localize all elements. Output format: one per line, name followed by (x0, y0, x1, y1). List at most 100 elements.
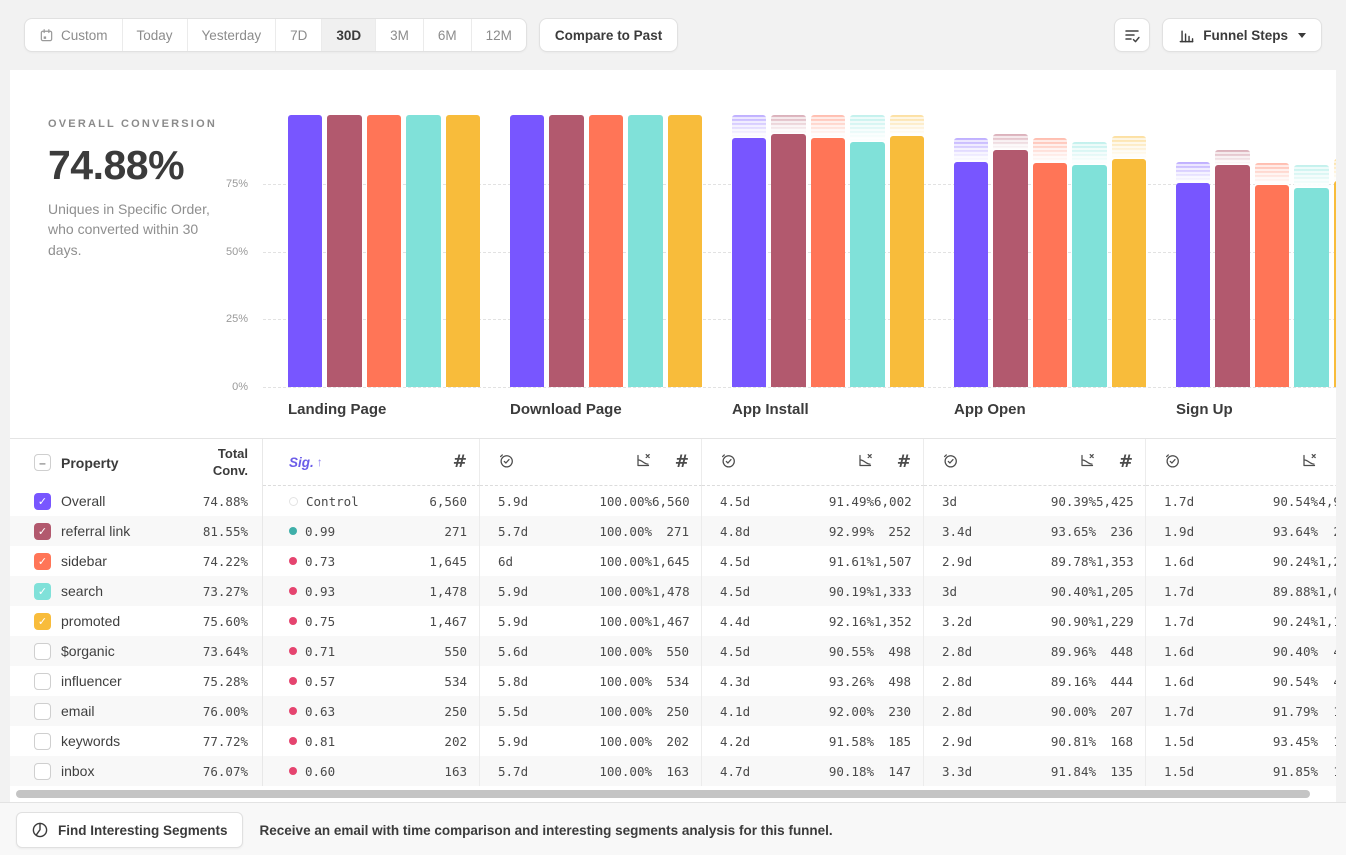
property-checkbox[interactable]: ✓ (34, 492, 51, 510)
funnel-bar-search[interactable] (628, 115, 663, 387)
funnel-bar-referral-link[interactable] (327, 115, 362, 387)
funnel-bar-Overall[interactable] (1176, 183, 1211, 387)
step-cell-group: 2.8d 90.00% 207 (924, 696, 1146, 726)
horizontal-scrollbar-thumb[interactable] (16, 790, 1310, 798)
sig-column-header[interactable]: Sig. ↑ (263, 455, 378, 470)
significance-cell: 0.63 (263, 704, 378, 719)
date-range-label: Yesterday (201, 27, 262, 43)
bar-slot (1254, 115, 1290, 387)
funnel-step-label: App Install (732, 401, 809, 418)
conversion-rate-column-header[interactable] (992, 452, 1096, 472)
bar-slot (366, 115, 402, 387)
bar-slot (406, 115, 441, 387)
date-range-6m[interactable]: 6M (424, 19, 472, 51)
funnel-bar-Overall[interactable] (954, 162, 989, 387)
date-range-3m[interactable]: 3M (376, 19, 424, 51)
bar-slot (732, 115, 767, 387)
time-to-convert-column-header[interactable] (1146, 452, 1214, 472)
dropoff-ghost (1072, 141, 1107, 166)
conversion-rate-column-header[interactable] (1214, 452, 1318, 472)
step-count-value: 271 (666, 523, 689, 539)
find-interesting-segments-button[interactable]: Find Interesting Segments (16, 812, 243, 848)
funnel-bar-referral-link[interactable] (771, 134, 806, 387)
count-column-header[interactable]: # (652, 452, 701, 472)
count-column-header[interactable]: # (874, 452, 923, 472)
funnel-bar-promoted[interactable] (1333, 181, 1336, 387)
step-count-value: 1,352 (874, 613, 912, 629)
time-to-convert-value: 1.7d (1164, 493, 1195, 509)
funnel-bar-Overall[interactable] (732, 138, 767, 387)
funnel-bar-Overall[interactable] (510, 115, 545, 387)
step-cell-group: 0.57 534 (263, 666, 480, 696)
funnel-bar-sidebar[interactable] (366, 115, 402, 387)
property-label: inbox (61, 763, 95, 779)
conversion-rate-column-header[interactable] (548, 452, 652, 472)
funnel-bar-referral-link[interactable] (549, 115, 584, 387)
property-checkbox[interactable]: ✓ (34, 582, 51, 600)
funnel-bar-referral-link[interactable] (993, 150, 1028, 387)
time-to-convert-column-header[interactable] (924, 452, 992, 472)
conversion-rate-value: 100.00% (599, 613, 652, 629)
step-cell-group: 2.8d 89.16% 444 (924, 666, 1146, 696)
funnel-bar-sidebar[interactable] (810, 137, 846, 387)
date-range-12m[interactable]: 12M (472, 19, 526, 51)
select-all-checkbox[interactable]: – (34, 454, 51, 471)
time-to-convert-value: 5.9d (498, 733, 529, 749)
date-range-7d[interactable]: 7D (276, 19, 323, 51)
sig-value: 0.99 (305, 523, 336, 539)
hash-icon: # (674, 452, 689, 472)
conversion-rate-value: 89.16% (1050, 673, 1096, 689)
chart-decline-icon (635, 452, 652, 469)
table-row: ✓ promoted 75.60% 0.75 1,467 5.9d 100.00% 1,467… (10, 606, 1336, 636)
significance-cell: Control (263, 494, 378, 509)
funnel-bar-promoted[interactable] (1111, 159, 1147, 387)
funnel-steps-dropdown[interactable]: Funnel Steps (1162, 18, 1322, 52)
funnel-bar-promoted[interactable] (667, 115, 703, 387)
date-range-custom[interactable]: Custom (25, 19, 123, 51)
compare-to-past-button[interactable]: Compare to Past (538, 18, 679, 52)
count-column-header[interactable]: # (1318, 452, 1336, 472)
time-to-convert-column-header[interactable] (702, 452, 770, 472)
property-checkbox[interactable] (34, 672, 51, 690)
time-to-convert-value: 5.7d (498, 523, 529, 539)
property-checkbox[interactable]: ✓ (34, 522, 51, 540)
time-to-convert-value: 1.9d (1164, 523, 1195, 539)
step-cell-group: 0.73 1,645 (263, 546, 480, 576)
conversion-rate-column-header[interactable] (770, 452, 874, 472)
time-to-convert-value: 2.9d (942, 733, 973, 749)
funnel-bar-search[interactable] (406, 115, 441, 387)
funnel-bar-referral-link[interactable] (1215, 165, 1250, 387)
step-cell-group: 4.8d 92.99% 252 (702, 516, 924, 546)
time-to-convert-column-header[interactable] (480, 452, 548, 472)
step-count-value: 4,912 (1318, 493, 1336, 509)
funnel-bar-sidebar[interactable] (1254, 185, 1290, 387)
funnel-bar-sidebar[interactable] (1032, 163, 1068, 387)
dropoff-ghost (732, 115, 767, 139)
property-checkbox[interactable] (34, 642, 51, 660)
funnel-bar-sidebar[interactable] (588, 115, 624, 387)
date-range-30d[interactable]: 30D (322, 19, 377, 51)
property-checkbox[interactable]: ✓ (34, 612, 51, 630)
funnel-bar-Overall[interactable] (288, 115, 323, 387)
bar-slot (1072, 115, 1107, 387)
property-checkbox[interactable] (34, 762, 51, 780)
property-checkbox[interactable]: ✓ (34, 552, 51, 570)
count-column-header[interactable]: # (1096, 452, 1145, 472)
funnel-bar-promoted[interactable] (889, 136, 925, 387)
filter-list-button[interactable] (1114, 18, 1151, 52)
date-range-yesterday[interactable]: Yesterday (188, 19, 277, 51)
bar-slot (288, 115, 323, 387)
count-column-header[interactable]: # (378, 452, 479, 472)
funnel-bar-search[interactable] (1294, 187, 1329, 387)
funnel-bar-search[interactable] (1072, 165, 1107, 387)
bar-slot (954, 115, 989, 387)
funnel-bar-search[interactable] (850, 141, 885, 387)
property-cell: $organic 73.64% (10, 636, 263, 666)
date-range-today[interactable]: Today (123, 19, 188, 51)
conversion-rate-value: 90.90% (1050, 613, 1096, 629)
funnel-bar-promoted[interactable] (445, 115, 481, 387)
property-checkbox[interactable] (34, 702, 51, 720)
row-step-cells: 0.75 1,467 5.9d 100.00% 1,467 4.4d 92.16% 1,352… (263, 606, 1336, 636)
property-checkbox[interactable] (34, 732, 51, 750)
time-to-convert-value: 3.3d (942, 763, 973, 779)
